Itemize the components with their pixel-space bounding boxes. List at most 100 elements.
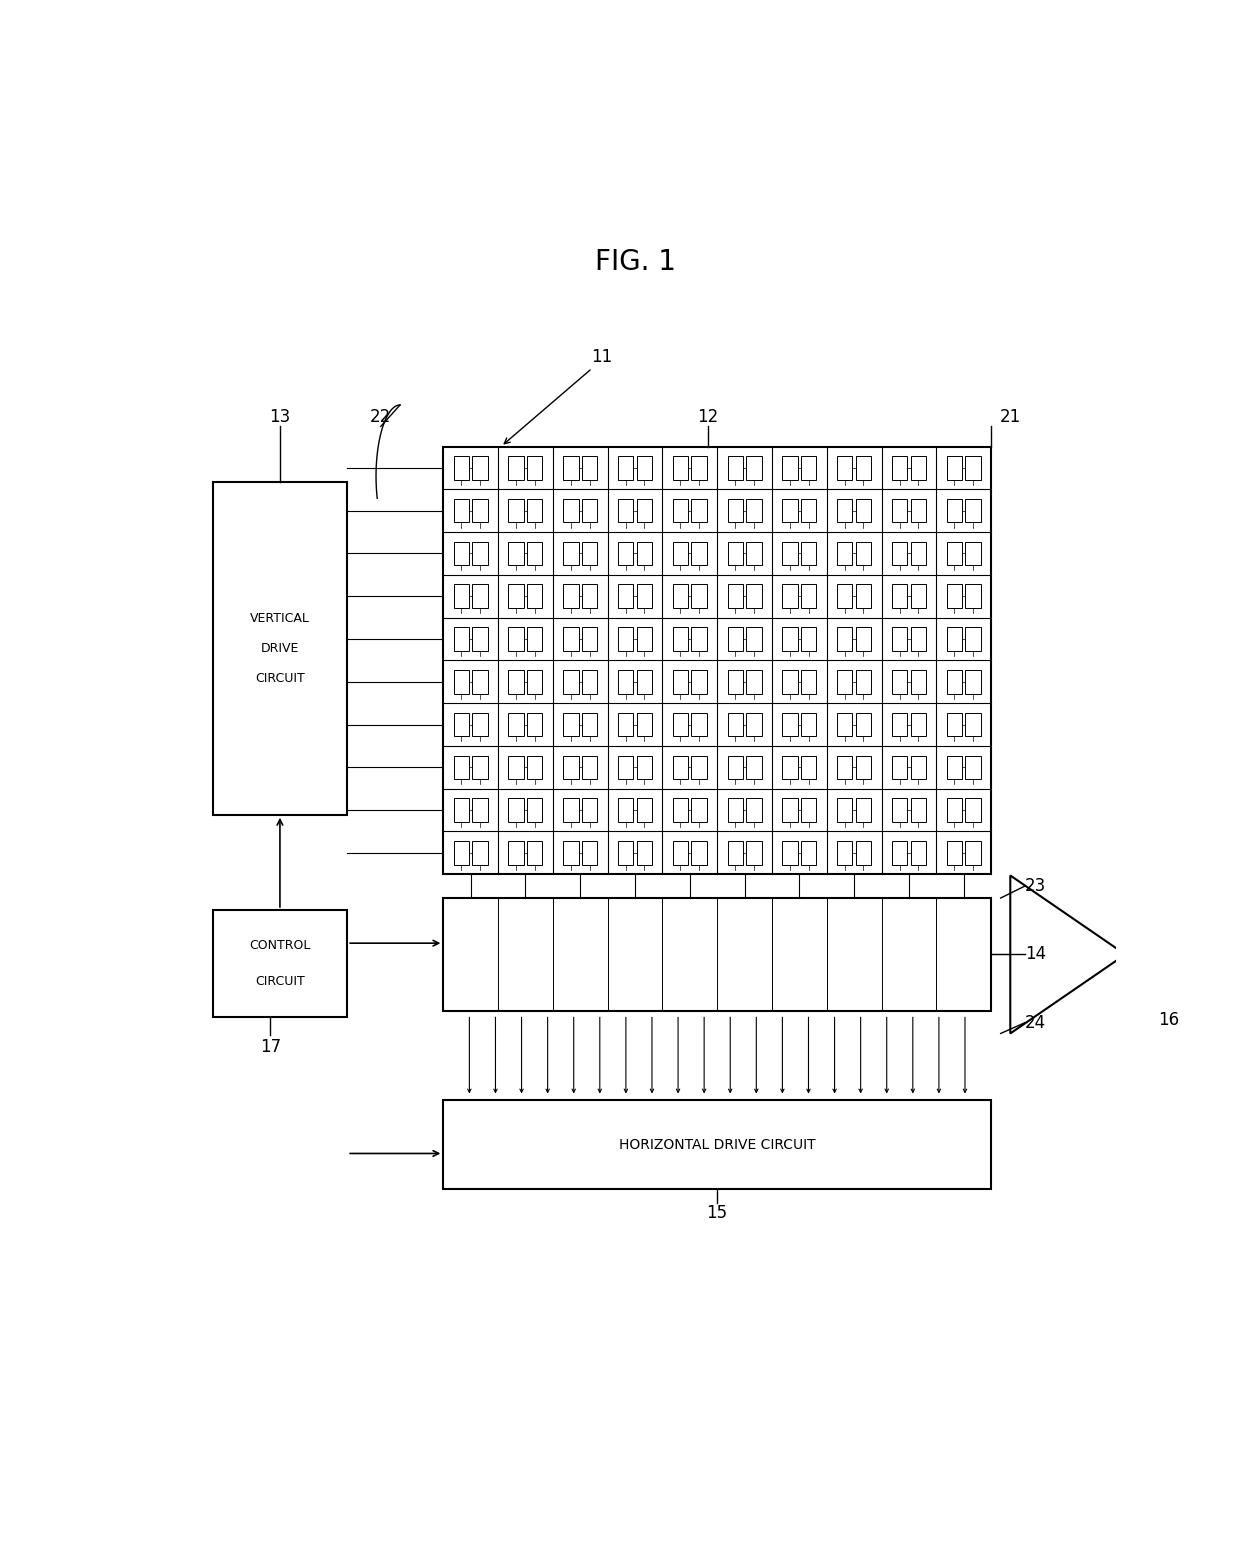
Bar <box>472 841 487 864</box>
Bar <box>910 756 926 779</box>
Bar <box>444 898 991 1011</box>
Bar <box>582 585 598 608</box>
Bar <box>692 457 707 480</box>
Bar <box>782 841 797 864</box>
Bar <box>618 670 634 693</box>
Bar <box>454 670 469 693</box>
Bar <box>910 798 926 822</box>
Bar <box>746 457 761 480</box>
Bar <box>508 841 523 864</box>
Bar <box>801 841 816 864</box>
Bar <box>746 756 761 779</box>
Bar <box>563 498 579 523</box>
Bar <box>582 542 598 565</box>
Text: HORIZONTAL DRIVE CIRCUIT: HORIZONTAL DRIVE CIRCUIT <box>619 1137 816 1151</box>
Bar <box>508 628 523 651</box>
Bar <box>582 457 598 480</box>
Bar <box>692 585 707 608</box>
Bar <box>472 498 487 523</box>
Bar <box>527 628 542 651</box>
Bar <box>910 457 926 480</box>
Bar <box>636 670 652 693</box>
Bar <box>673 713 688 736</box>
Bar <box>837 585 852 608</box>
Bar <box>910 542 926 565</box>
Bar <box>728 841 743 864</box>
Bar <box>728 756 743 779</box>
Bar <box>563 628 579 651</box>
Bar <box>965 713 981 736</box>
Bar <box>636 713 652 736</box>
Bar <box>782 713 797 736</box>
Bar <box>636 798 652 822</box>
Bar <box>946 798 962 822</box>
Bar <box>782 457 797 480</box>
Bar <box>508 798 523 822</box>
Bar <box>965 756 981 779</box>
Bar <box>527 756 542 779</box>
Bar <box>728 798 743 822</box>
Bar <box>582 628 598 651</box>
Bar <box>782 628 797 651</box>
Bar <box>444 446 991 875</box>
Text: 11: 11 <box>591 349 613 366</box>
Bar <box>618 756 634 779</box>
Bar <box>892 585 908 608</box>
Bar <box>837 498 852 523</box>
Bar <box>946 756 962 779</box>
Bar <box>472 457 487 480</box>
Bar <box>563 798 579 822</box>
Bar <box>692 498 707 523</box>
Bar <box>472 542 487 565</box>
Bar <box>856 585 872 608</box>
Bar <box>472 798 487 822</box>
Bar <box>454 628 469 651</box>
Bar <box>527 713 542 736</box>
Bar <box>856 713 872 736</box>
Bar <box>472 628 487 651</box>
Bar <box>910 585 926 608</box>
Bar <box>801 628 816 651</box>
Bar <box>563 756 579 779</box>
Bar <box>563 713 579 736</box>
Bar <box>782 585 797 608</box>
Bar <box>582 841 598 864</box>
Bar <box>472 670 487 693</box>
Bar <box>746 713 761 736</box>
Bar <box>946 628 962 651</box>
Bar <box>782 670 797 693</box>
Text: FIG. 1: FIG. 1 <box>595 248 676 276</box>
Bar <box>618 798 634 822</box>
Bar <box>728 585 743 608</box>
Bar <box>636 841 652 864</box>
Bar <box>946 585 962 608</box>
Bar <box>673 585 688 608</box>
Bar <box>782 798 797 822</box>
Bar <box>527 585 542 608</box>
Bar <box>527 542 542 565</box>
Bar <box>801 498 816 523</box>
Bar <box>801 713 816 736</box>
Bar <box>563 542 579 565</box>
Text: 14: 14 <box>1024 946 1045 963</box>
Bar <box>508 457 523 480</box>
Bar <box>965 498 981 523</box>
Bar <box>946 841 962 864</box>
Bar <box>618 498 634 523</box>
Bar <box>527 498 542 523</box>
Bar <box>837 756 852 779</box>
Bar <box>563 670 579 693</box>
Bar <box>618 542 634 565</box>
Bar <box>965 585 981 608</box>
Bar <box>946 457 962 480</box>
Bar <box>837 713 852 736</box>
Bar <box>856 542 872 565</box>
Bar <box>965 798 981 822</box>
Bar <box>527 798 542 822</box>
Bar <box>965 670 981 693</box>
Bar <box>892 670 908 693</box>
Bar <box>692 756 707 779</box>
Bar <box>728 670 743 693</box>
Bar <box>892 498 908 523</box>
Text: 23: 23 <box>1024 876 1047 895</box>
